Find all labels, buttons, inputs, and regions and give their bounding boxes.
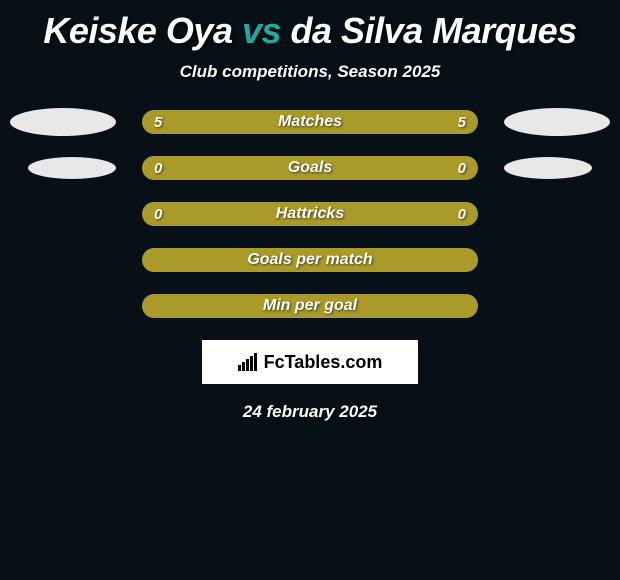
stat-row: 5Matches5 [0, 110, 620, 134]
left-ellipse [28, 157, 116, 179]
date-text: 24 february 2025 [0, 402, 620, 422]
right-ellipse [504, 108, 610, 136]
stats-content: 5Matches50Goals00Hattricks0Goals per mat… [0, 110, 620, 318]
logo-text: FcTables.com [264, 352, 383, 373]
stat-right-value: 0 [458, 160, 466, 177]
stat-bar: Goals per match [142, 248, 478, 272]
stat-left-value: 5 [154, 114, 162, 131]
stat-label: Goals [142, 159, 478, 177]
vs-word: vs [242, 10, 281, 51]
stat-bar: 0Hattricks0 [142, 202, 478, 226]
logo: FcTables.com [238, 352, 383, 373]
stat-bar: 0Goals0 [142, 156, 478, 180]
bars-icon [238, 353, 260, 371]
stat-label: Hattricks [142, 205, 478, 223]
logo-box: FcTables.com [202, 340, 418, 384]
stat-row: 0Goals0 [0, 156, 620, 180]
right-ellipse [504, 157, 592, 179]
player2-name: da Silva Marques [291, 10, 577, 51]
player1-name: Keiske Oya [43, 10, 232, 51]
stat-label: Matches [142, 113, 478, 131]
subtitle: Club competitions, Season 2025 [0, 62, 620, 82]
left-ellipse [10, 108, 116, 136]
stat-bar: 5Matches5 [142, 110, 478, 134]
stat-bar: Min per goal [142, 294, 478, 318]
stat-label: Goals per match [142, 251, 478, 269]
comparison-title: Keiske Oya vs da Silva Marques [0, 0, 620, 52]
stat-row: Goals per match [0, 248, 620, 272]
stat-right-value: 5 [458, 114, 466, 131]
stat-left-value: 0 [154, 206, 162, 223]
stat-row: 0Hattricks0 [0, 202, 620, 226]
stat-row: Min per goal [0, 294, 620, 318]
stat-right-value: 0 [458, 206, 466, 223]
stat-left-value: 0 [154, 160, 162, 177]
stat-label: Min per goal [142, 297, 478, 315]
